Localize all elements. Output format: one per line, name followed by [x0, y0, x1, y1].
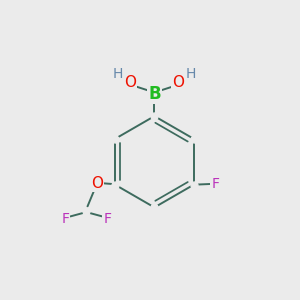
Text: F: F	[103, 212, 112, 226]
Text: B: B	[148, 85, 161, 103]
Text: F: F	[61, 212, 69, 226]
Text: O: O	[91, 176, 103, 190]
Text: O: O	[124, 75, 136, 90]
Text: H: H	[113, 67, 123, 81]
Text: F: F	[211, 177, 219, 191]
Text: H: H	[186, 67, 196, 81]
Text: O: O	[172, 75, 184, 90]
